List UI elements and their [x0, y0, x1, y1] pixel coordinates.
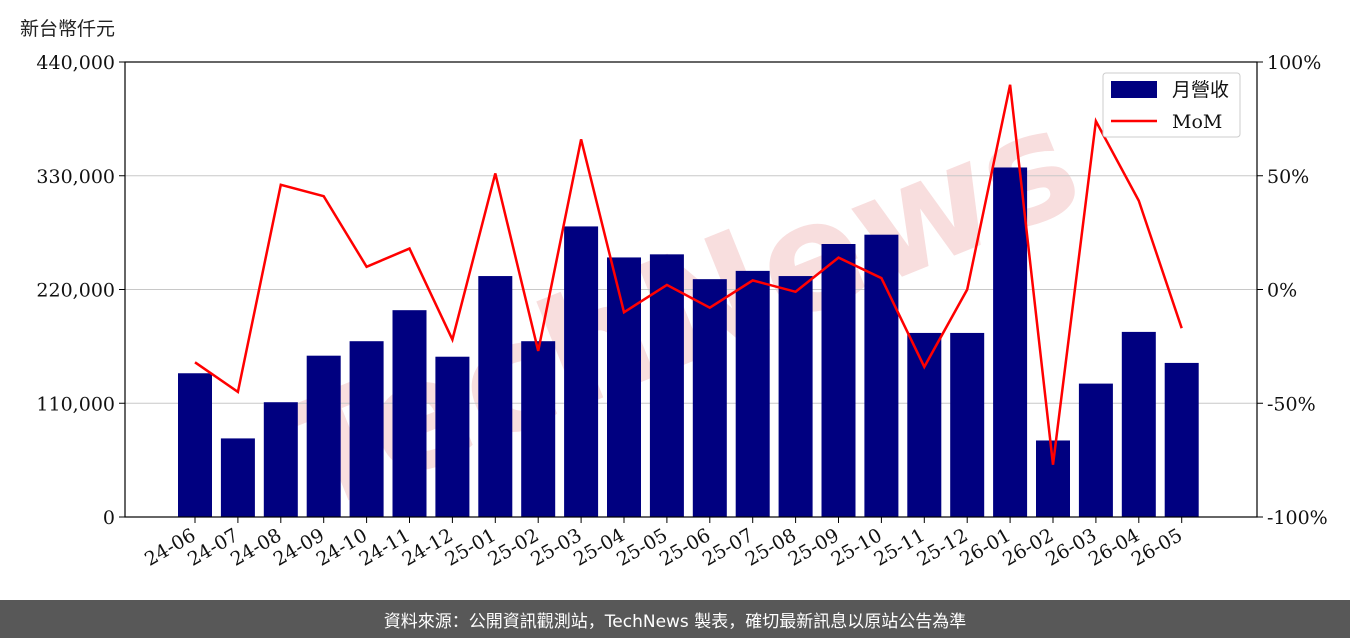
- bar: [435, 356, 470, 517]
- x-tick-label: 26-05: [1128, 524, 1186, 570]
- y-left-tick-label: 440,000: [36, 52, 115, 74]
- bar: [649, 254, 684, 517]
- bar: [1036, 440, 1070, 517]
- y-right-tick-label: -100%: [1267, 507, 1328, 529]
- y-unit-label: 新台幣仟元: [20, 18, 116, 40]
- bar: [178, 373, 212, 517]
- y-left-tick-label: 220,000: [36, 280, 115, 302]
- legend-label-line: MoM: [1172, 111, 1222, 133]
- y-left-tick-label: 110,000: [36, 393, 115, 415]
- y-right-tick-label: 0%: [1267, 280, 1297, 302]
- bar: [821, 244, 856, 517]
- bar: [521, 341, 556, 517]
- bar: [1078, 383, 1113, 517]
- bar: [993, 167, 1028, 517]
- bar: [864, 234, 899, 517]
- y-left-tick-label: 0: [103, 507, 115, 529]
- legend-label-bar: 月營收: [1172, 79, 1229, 101]
- y-right-tick-label: 100%: [1267, 52, 1321, 74]
- bar: [306, 355, 341, 517]
- footer-text: 資料來源：公開資訊觀測站，TechNews 製表，確切最新訊息以原站公告為準: [383, 611, 967, 632]
- legend-swatch-bar: [1111, 81, 1157, 98]
- y-left-tick-label: 330,000: [36, 166, 115, 188]
- chart-canvas: TechNews0110,000220,000330,000440,000-10…: [36, 52, 1328, 571]
- bar: [607, 257, 641, 517]
- bar: [950, 332, 985, 517]
- bar: [349, 341, 384, 517]
- y-right-tick-label: 50%: [1267, 166, 1309, 188]
- bar: [220, 438, 255, 517]
- bar: [907, 332, 942, 517]
- bar: [735, 270, 770, 517]
- source-footer: 資料來源：公開資訊觀測站，TechNews 製表，確切最新訊息以原站公告為準: [0, 600, 1350, 638]
- bar: [692, 279, 727, 517]
- mom-line: [194, 84, 1183, 465]
- bar: [478, 276, 513, 517]
- bar: [778, 276, 813, 517]
- bar: [564, 226, 599, 517]
- y-right-tick-label: -50%: [1267, 393, 1316, 415]
- bar: [392, 310, 427, 517]
- bar: [1121, 331, 1156, 517]
- chart: 新台幣仟元 TechNews0110,000220,000330,000440,…: [20, 18, 1328, 571]
- bar: [263, 402, 298, 517]
- bar: [1164, 362, 1199, 517]
